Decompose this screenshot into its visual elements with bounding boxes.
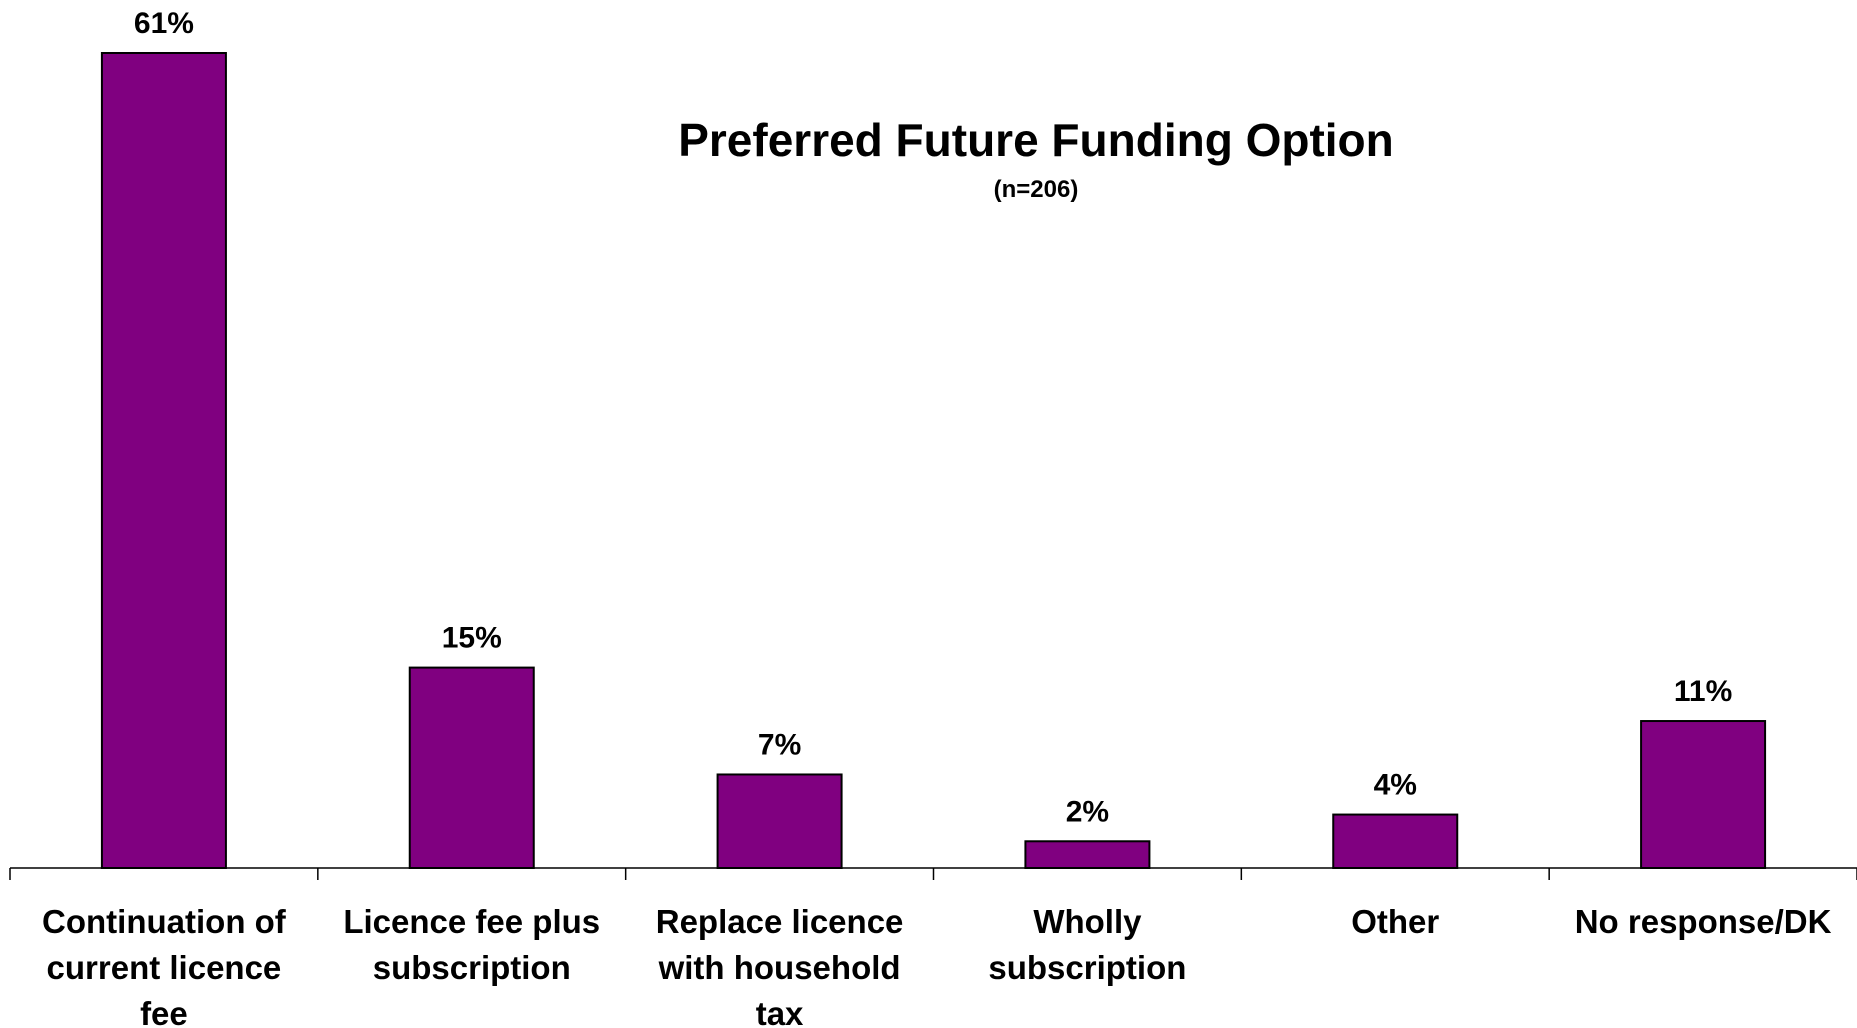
chart-title: Preferred Future Funding Option: [678, 114, 1394, 166]
bar: [1332, 813, 1459, 869]
category-label: No response/DK: [1575, 903, 1832, 940]
chart-subtitle: (n=206): [994, 176, 1079, 203]
data-label: 11%: [1674, 675, 1732, 708]
category-label: Wholly subscription: [988, 903, 1186, 986]
category-label: Other: [1351, 903, 1439, 940]
category-label-line: tax: [756, 995, 804, 1028]
category-label-line: Other: [1351, 903, 1439, 940]
bars: [100, 52, 1767, 869]
category-label-line: Licence fee plus: [343, 903, 600, 940]
x-axis: [9, 867, 1857, 880]
category-label-line: Wholly: [1033, 903, 1142, 940]
category-label: Licence fee plus subscription: [343, 903, 600, 986]
bar: [716, 773, 843, 869]
category-label-line: No response/DK: [1575, 903, 1832, 940]
category-label: Replace licence with household tax: [656, 903, 904, 1028]
data-labels: 61% 15% 7% 2% 4% 11%: [134, 7, 1732, 828]
category-labels: Continuation of current licence fee Licence…: [42, 903, 1832, 1028]
data-label: 15%: [442, 622, 502, 655]
category-label-line: current licence: [47, 949, 282, 986]
data-label: 61%: [134, 7, 194, 40]
data-label: 2%: [1066, 795, 1109, 828]
bar: [100, 52, 227, 869]
category-label: Continuation of current licence fee: [42, 903, 287, 1028]
category-label-line: subscription: [373, 949, 571, 986]
category-label-line: Continuation of: [42, 903, 287, 940]
data-label: 4%: [1374, 769, 1417, 802]
bar: [1024, 840, 1151, 869]
bar: [1640, 720, 1767, 869]
category-label-line: fee: [140, 995, 188, 1028]
bar: [408, 666, 535, 869]
category-label-line: subscription: [988, 949, 1186, 986]
category-label-line: with household: [658, 949, 901, 986]
data-label: 7%: [758, 728, 801, 761]
category-label-line: Replace licence: [656, 903, 904, 940]
